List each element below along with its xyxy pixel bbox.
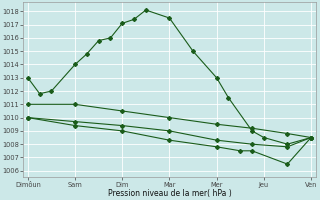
X-axis label: Pression niveau de la mer( hPa ): Pression niveau de la mer( hPa ): [108, 189, 231, 198]
